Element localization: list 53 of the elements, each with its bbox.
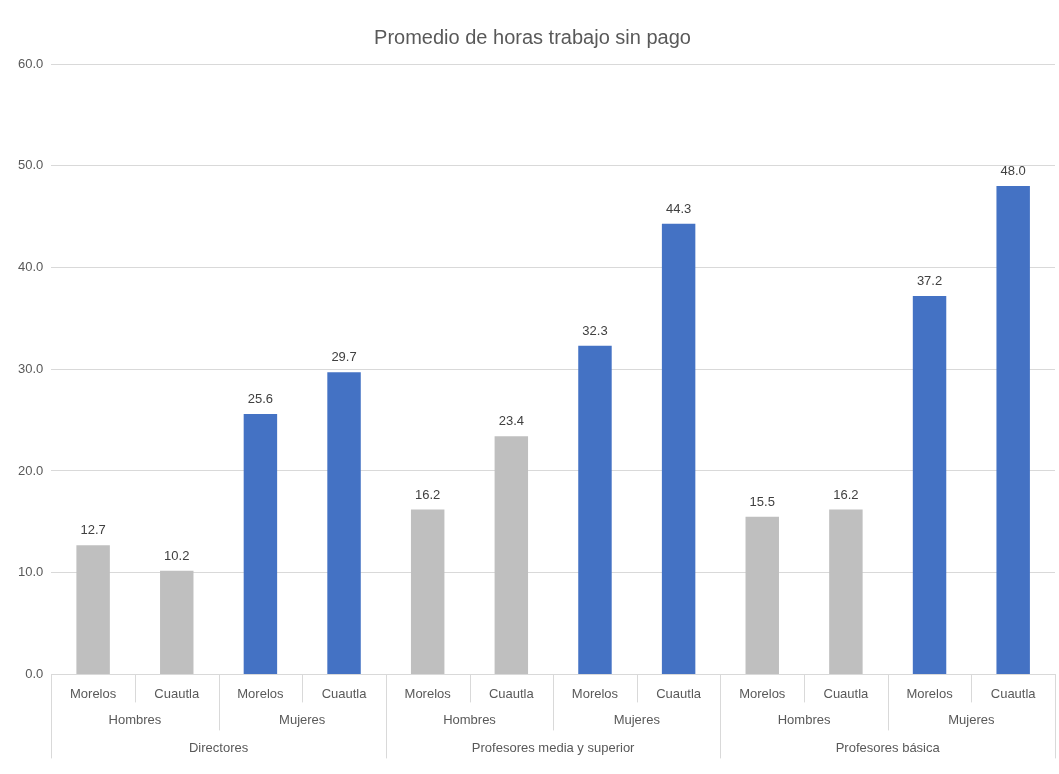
text: Directores [188, 739, 249, 755]
x-tick-label: Morelos [237, 685, 285, 701]
x-tick-label: Cuautla [990, 685, 1037, 701]
x-tick-label: Cuautla [321, 685, 368, 701]
text: Hombres [443, 711, 497, 727]
bar [912, 295, 947, 674]
bar [661, 223, 696, 674]
y-tick-label: 10.0 [17, 564, 44, 580]
bar [410, 509, 445, 674]
y-tick-label: 60.0 [17, 55, 44, 71]
x-tick-label: Cuautla [823, 685, 870, 701]
text: Mujeres [279, 711, 326, 727]
bar [996, 186, 1030, 674]
x-tick-label: Morelos [906, 685, 954, 701]
y-tick-label: 50.0 [17, 157, 44, 173]
y-tick-label: 30.0 [17, 360, 44, 376]
data-label: 16.2 [415, 486, 441, 502]
bar [327, 372, 361, 674]
data-label: 15.5 [749, 493, 775, 509]
x-tick-label: Cuautla [488, 685, 535, 701]
x-tick-label: Cuautla [154, 685, 200, 701]
text: Profesores básica [835, 739, 941, 755]
bar [578, 345, 612, 674]
x-tick-label: Morelos [70, 685, 117, 701]
data-label: 12.7 [80, 522, 106, 538]
y-tick-label: 40.0 [17, 259, 44, 275]
data-label: 44.3 [665, 200, 692, 216]
text: Hombres [777, 711, 831, 727]
data-label: 48.0 [1000, 163, 1026, 179]
text: Profesores media y superior [471, 739, 636, 755]
text: Mujeres [613, 711, 661, 727]
data-label: 29.7 [331, 349, 357, 365]
data-label: 23.4 [498, 413, 524, 429]
x-tick-label: Cuautla [656, 685, 702, 701]
bar [76, 545, 110, 674]
data-label: 32.3 [582, 322, 608, 338]
bar [243, 413, 278, 674]
x-tick-label: Morelos [571, 685, 619, 701]
y-tick-label: 0.0 [25, 665, 44, 681]
data-label: 16.2 [833, 486, 859, 502]
text: Hombres [108, 711, 162, 727]
data-label: 37.2 [916, 273, 943, 289]
text: Mujeres [948, 711, 995, 727]
bar [829, 509, 863, 674]
data-label: 10.2 [164, 547, 190, 563]
y-tick-label: 20.0 [17, 462, 44, 478]
bar [160, 570, 194, 674]
bar [745, 516, 779, 674]
x-tick-label: Morelos [739, 685, 786, 701]
chart-title: Promedio de horas trabajo sin pago [374, 25, 691, 48]
data-label: 25.6 [247, 391, 274, 407]
x-tick-label: Morelos [404, 685, 452, 701]
bar [494, 436, 529, 674]
